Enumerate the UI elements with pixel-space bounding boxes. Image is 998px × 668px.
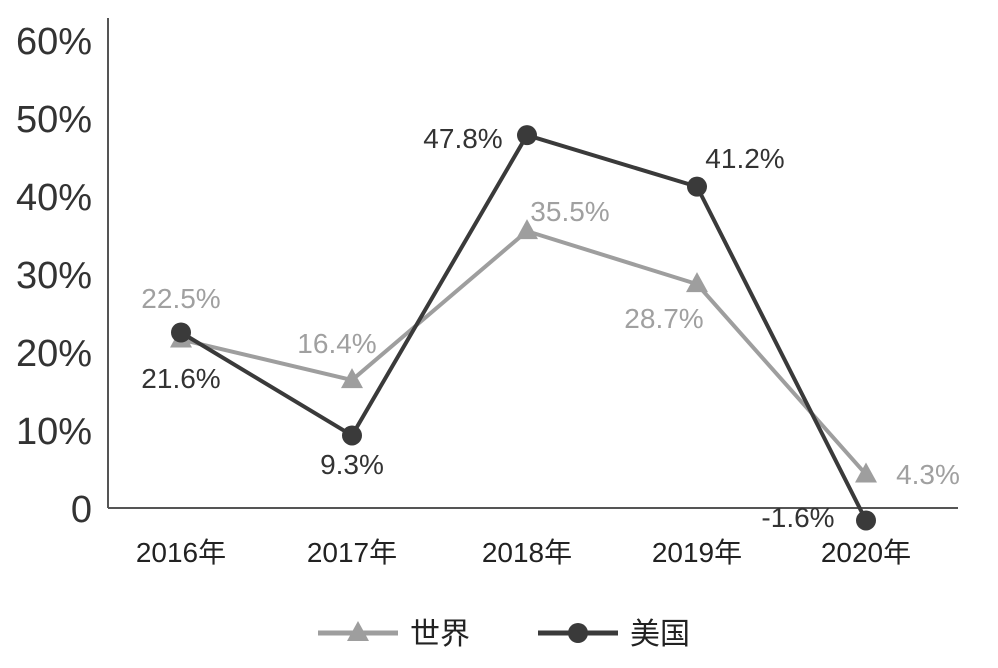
legend-label: 世界 [410,618,470,651]
legend-item-world: 世界 [318,618,470,651]
usa-data-label: 47.8% [423,123,502,154]
y-tick-label: 30% [16,255,92,297]
data-labels: 22.5% 16.4% 35.5% 28.7% 4.3% 21.6% 9.3% 47.8% 41… [141,123,960,533]
legend-triangle-marker [347,621,369,641]
usa-data-label: 21.6% [141,363,220,394]
world-data-label: 35.5% [530,196,609,227]
y-tick-label: 0 [71,489,92,531]
y-tick-label: 10% [16,411,92,453]
legend-item-usa: 美国 [538,618,690,651]
x-axis-ticks: 2016年 2017年 2018年 2019年 2020年 [136,537,911,568]
series-line-world [180,229,868,476]
usa-data-label: 41.2% [705,143,784,174]
usa-point [687,176,707,197]
y-tick-label: 50% [16,99,92,141]
legend-label: 美国 [630,618,690,651]
legend: 世界 美国 [318,618,690,651]
world-data-label: 28.7% [624,303,703,334]
usa-point [171,322,191,343]
legend-circle-marker [568,623,588,643]
usa-point [856,510,876,531]
world-data-label: 22.5% [141,283,220,314]
world-data-label: 4.3% [896,459,960,490]
world-point [516,219,538,240]
world-point [686,272,708,293]
x-tick-label: 2018年 [482,537,572,568]
series-line-usa [179,133,868,522]
x-tick-label: 2016年 [136,537,226,568]
x-tick-label: 2020年 [821,537,911,568]
usa-data-label: -1.6% [761,502,834,533]
world-point [855,462,877,483]
world-point [341,368,363,389]
x-tick-label: 2019年 [652,537,742,568]
world-data-label: 16.4% [297,328,376,359]
y-tick-label: 40% [16,177,92,219]
y-axis-ticks: 0 10% 20% 30% 40% 50% 60% [16,21,92,531]
usa-data-label: 9.3% [320,449,384,480]
y-tick-label: 60% [16,21,92,63]
series-layer [170,125,877,531]
x-tick-label: 2017年 [307,537,397,568]
usa-point [342,425,362,446]
axes [107,18,958,509]
y-tick-label: 20% [16,333,92,375]
usa-point [517,125,537,146]
